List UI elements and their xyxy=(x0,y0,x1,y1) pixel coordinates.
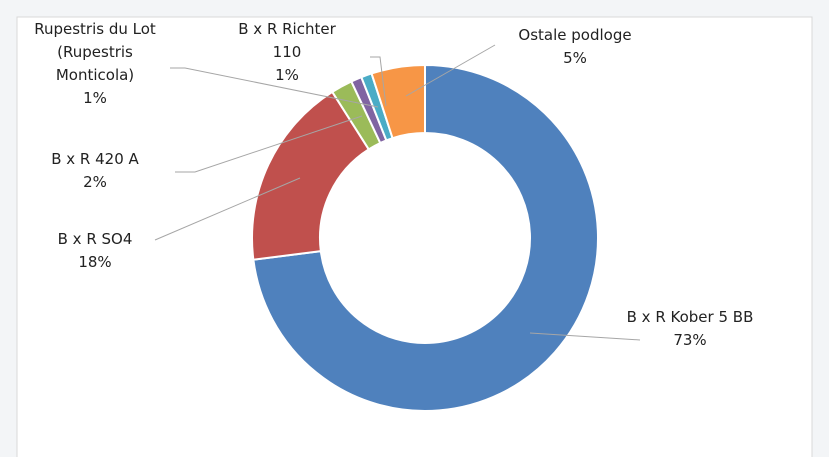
data-label: Ostale podloge 5% xyxy=(495,24,655,70)
data-label: B x R Richter 110 1% xyxy=(222,18,352,87)
slice-name: Rupestris du Lot (Rupestris Monticola) xyxy=(34,20,156,84)
slice-name: B x R SO4 xyxy=(57,230,133,248)
leader-line xyxy=(175,115,363,173)
leader-line xyxy=(405,44,496,97)
data-label: B x R SO4 18% xyxy=(30,228,160,274)
data-label: B x R Kober 5 BB 73% xyxy=(625,306,755,352)
leader-line xyxy=(529,332,641,341)
slice-name: B x R 420 A xyxy=(51,150,139,168)
slice-percent: 2% xyxy=(83,173,107,191)
slice-name: B x R Richter 110 xyxy=(238,20,336,61)
slice-percent: 1% xyxy=(83,89,107,107)
leader-line xyxy=(370,56,387,107)
slice-percent: 1% xyxy=(275,66,299,84)
slice-percent: 5% xyxy=(563,49,587,67)
leader-line xyxy=(154,177,301,241)
slice-name: Ostale podloge xyxy=(518,26,632,44)
donut-slice xyxy=(370,63,426,140)
slice-percent: 73% xyxy=(673,331,707,349)
donut-slice xyxy=(252,63,599,412)
data-label: Rupestris du Lot (Rupestris Monticola) 1% xyxy=(20,18,170,110)
slice-name: B x R Kober 5 BB xyxy=(626,308,754,326)
data-label: B x R 420 A 2% xyxy=(30,148,160,194)
leader-line xyxy=(170,67,379,108)
slice-percent: 18% xyxy=(78,253,112,271)
